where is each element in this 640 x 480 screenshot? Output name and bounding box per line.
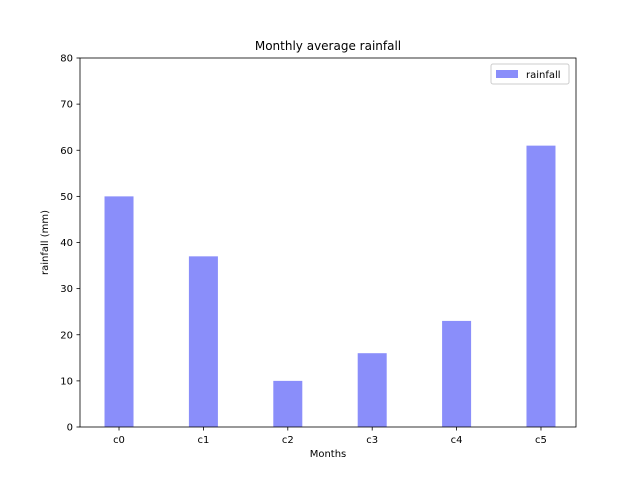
x-tick-label-c4: c4 <box>451 435 463 446</box>
legend-box <box>490 63 570 85</box>
x-tick-label-c5: c5 <box>535 435 547 446</box>
bar-c4 <box>442 320 472 427</box>
bars-layer <box>104 145 556 427</box>
bar-c0 <box>104 196 134 427</box>
x-axis-ticks: c0 c1 c2 c3 c4 c5 <box>113 427 547 446</box>
y-tick-label: 70 <box>60 100 73 111</box>
legend-label: rainfall <box>526 70 561 81</box>
y-tick-label: 40 <box>60 238 73 249</box>
x-axis-label: Months <box>310 449 347 460</box>
y-axis-label: rainfall (mm) <box>40 210 51 275</box>
y-tick-label: 10 <box>60 376 73 387</box>
x-tick-label-c2: c2 <box>282 435 294 446</box>
y-tick-label: 30 <box>60 284 73 295</box>
x-tick-label-c3: c3 <box>366 435 378 446</box>
plot-frame <box>79 57 577 428</box>
y-tick-label: 60 <box>60 146 73 157</box>
bar-c5 <box>526 145 556 427</box>
bar-c3 <box>357 353 387 427</box>
x-tick-label-c1: c1 <box>197 435 209 446</box>
y-tick-label: 80 <box>60 54 73 65</box>
y-tick-label: 0 <box>67 423 73 434</box>
y-tick-label: 50 <box>60 192 73 203</box>
legend-swatch <box>496 70 518 78</box>
bar-c2 <box>273 380 303 427</box>
legend: rainfall <box>490 63 570 85</box>
y-tick-label: 20 <box>60 330 73 341</box>
y-axis-ticks: 0 10 20 30 40 50 60 70 80 <box>60 54 80 434</box>
bar-c1 <box>188 256 218 427</box>
chart-title: Monthly average rainfall <box>255 39 401 53</box>
x-tick-label-c0: c0 <box>113 435 125 446</box>
